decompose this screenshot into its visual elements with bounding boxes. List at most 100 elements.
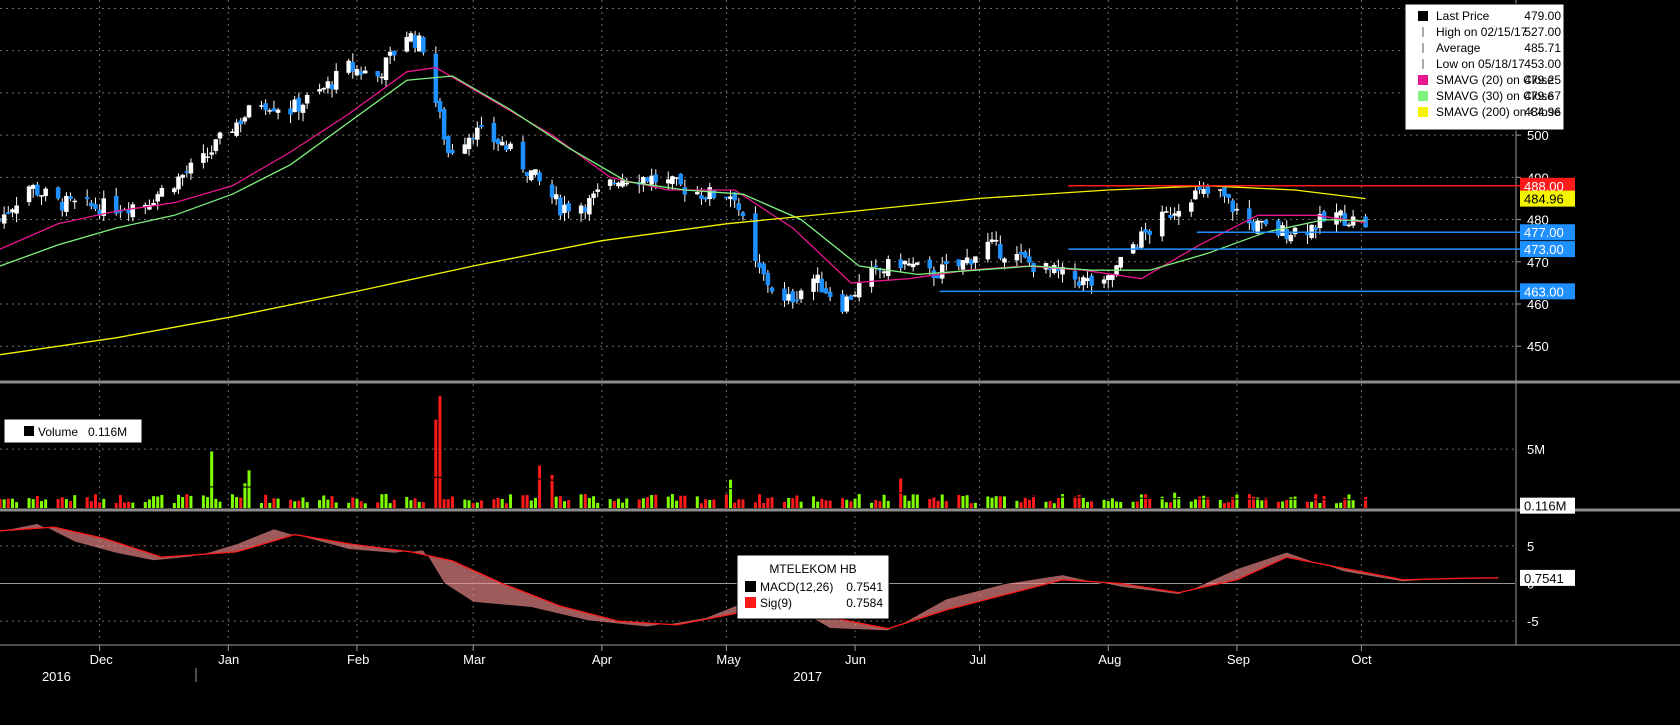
volume-bar	[770, 497, 774, 508]
candle-body	[848, 295, 854, 300]
volume-bar	[828, 500, 832, 508]
volume-bar	[185, 494, 189, 508]
x-year-label: 2016	[42, 669, 71, 684]
volume-bar	[878, 501, 882, 508]
candle-body	[740, 212, 746, 217]
price-y-tick-label: 480	[1527, 213, 1549, 228]
candle-body	[201, 153, 206, 163]
candle-body	[935, 275, 941, 279]
volume-bar	[567, 500, 571, 508]
candle-body	[1089, 275, 1094, 286]
volume-bar	[1364, 496, 1368, 508]
volume-bar	[554, 496, 558, 508]
volume-bar	[509, 494, 513, 508]
volume-bar	[201, 495, 205, 508]
volume-bar	[525, 495, 529, 508]
volume-bar	[305, 502, 309, 508]
candle-body	[1247, 208, 1252, 224]
candle-body	[1118, 256, 1123, 268]
candle-body	[844, 296, 849, 312]
axis-tag	[1520, 569, 1575, 586]
volume-bar	[986, 496, 990, 508]
candle-body	[14, 205, 19, 214]
volume-bar	[1235, 494, 1239, 508]
volume-bar	[206, 497, 210, 508]
legend-label: Low on 05/18/17	[1436, 57, 1525, 71]
candle-body	[757, 262, 762, 268]
candle-body	[130, 204, 136, 218]
candle-body	[533, 169, 538, 175]
axis-tag-label: 484.96	[1524, 192, 1564, 207]
volume-bar	[762, 503, 766, 508]
x-tick-label: May	[716, 652, 741, 667]
legend-label: Volume	[38, 425, 78, 439]
candle-body	[1259, 220, 1265, 223]
candle-body	[869, 267, 874, 287]
candle-body	[55, 187, 61, 199]
candle-body	[333, 70, 339, 90]
volume-bar	[562, 501, 566, 508]
legend-value: 479.67	[1524, 89, 1561, 103]
volume-bar	[654, 494, 658, 508]
legend-label: MACD(12,26)	[760, 580, 833, 594]
x-tick-label: Oct	[1351, 652, 1372, 667]
volume-bar	[853, 498, 857, 508]
candle-body	[288, 108, 293, 115]
candle-body	[466, 137, 472, 150]
axis-tag-label: 0.116M	[1524, 499, 1566, 514]
volume-bar	[442, 499, 446, 508]
legend-label: SMAVG (200) on Close	[1436, 105, 1561, 119]
candle-body	[612, 182, 617, 184]
volume-bar	[1231, 497, 1235, 508]
candle-body	[790, 291, 796, 303]
price-y-tick-label: 500	[1527, 128, 1549, 143]
candle-body	[782, 288, 787, 301]
volume-bar	[973, 502, 977, 508]
volume-bar	[641, 498, 645, 508]
candle-body	[1014, 253, 1020, 261]
legend-swatch	[1418, 107, 1428, 117]
volume-bar	[326, 499, 330, 508]
volume-bar	[969, 503, 973, 508]
candle-body	[300, 104, 306, 113]
candle-body	[263, 103, 268, 111]
axis-tag-label: 473.00	[1524, 242, 1564, 257]
volume-bar	[994, 495, 998, 508]
candle-body	[68, 196, 73, 200]
candle-body	[437, 101, 443, 112]
volume-bar	[1173, 492, 1177, 508]
volume-bar	[114, 503, 118, 508]
volume-bar	[1206, 497, 1210, 508]
candle-body	[205, 156, 210, 158]
volume-bar	[143, 502, 147, 508]
volume-bar	[1289, 497, 1293, 508]
legend-swatch	[24, 426, 34, 436]
volume-bar	[621, 502, 625, 508]
candle-body	[321, 88, 327, 90]
volume-bar	[1285, 499, 1289, 508]
volume-bar	[243, 483, 247, 508]
axis-tag	[1520, 224, 1575, 241]
volume-bar	[1052, 503, 1056, 508]
volume-bar	[276, 498, 280, 508]
volume-bar	[1027, 499, 1031, 508]
volume-bar	[463, 499, 467, 508]
x-year-label: 2017	[793, 669, 822, 684]
candle-body	[1263, 220, 1269, 225]
x-tick-label: Dec	[90, 652, 114, 667]
axis-tag	[1520, 497, 1575, 514]
volume-bar	[1260, 500, 1264, 508]
volume-bar	[990, 497, 994, 508]
volume-bar	[1110, 497, 1114, 508]
candle-body	[724, 196, 729, 199]
volume-bar	[413, 498, 417, 508]
candle-body	[769, 287, 775, 292]
legend-value: 484.96	[1524, 105, 1561, 119]
candle-body	[346, 60, 351, 73]
candle-body	[1139, 231, 1144, 248]
candle-body	[1018, 251, 1024, 255]
volume-bar	[35, 496, 39, 508]
volume-bar	[118, 495, 122, 508]
candle-body	[1022, 251, 1028, 258]
